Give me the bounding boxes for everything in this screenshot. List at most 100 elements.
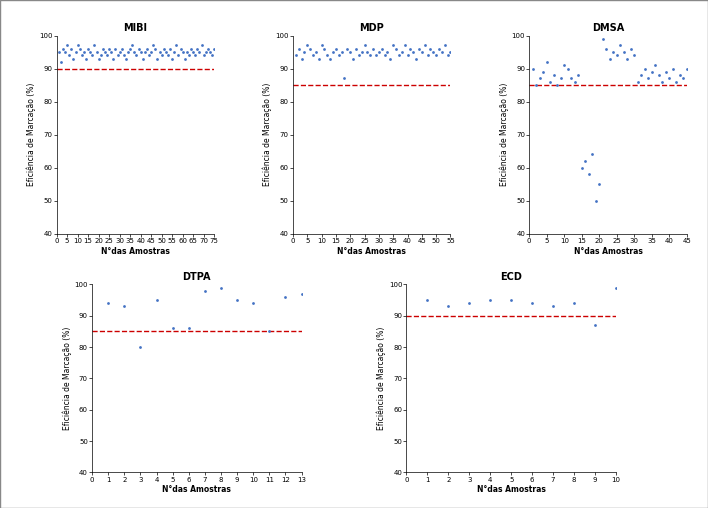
Point bbox=[639, 65, 651, 73]
Point bbox=[199, 287, 210, 295]
Point bbox=[367, 45, 379, 53]
Point bbox=[586, 150, 598, 158]
Point bbox=[171, 42, 182, 50]
Point bbox=[57, 45, 69, 53]
Point bbox=[390, 45, 401, 53]
Point bbox=[405, 45, 416, 53]
Point bbox=[154, 48, 165, 56]
Point bbox=[324, 54, 336, 62]
Point bbox=[135, 343, 146, 351]
Point bbox=[200, 48, 212, 56]
Point bbox=[422, 51, 433, 59]
Title: ECD: ECD bbox=[501, 272, 522, 282]
Point bbox=[667, 65, 678, 73]
X-axis label: N°das Amostras: N°das Amostras bbox=[162, 485, 232, 494]
Point bbox=[362, 48, 373, 56]
Point bbox=[339, 74, 350, 82]
Point bbox=[185, 45, 197, 53]
Point bbox=[93, 54, 104, 62]
Point bbox=[302, 42, 313, 50]
Point bbox=[527, 299, 538, 307]
Point bbox=[263, 328, 275, 336]
Point bbox=[183, 51, 195, 59]
Point bbox=[681, 65, 692, 73]
Point bbox=[350, 45, 362, 53]
Point bbox=[183, 324, 195, 332]
Point bbox=[636, 71, 647, 79]
Point bbox=[600, 45, 612, 53]
Point bbox=[348, 54, 359, 62]
Y-axis label: Eficiência de Marcação (%): Eficiência de Marcação (%) bbox=[499, 83, 509, 186]
Point bbox=[82, 45, 93, 53]
Point bbox=[112, 51, 123, 59]
Point bbox=[576, 164, 588, 172]
Point bbox=[445, 48, 456, 56]
Point bbox=[74, 45, 86, 53]
Point bbox=[430, 51, 442, 59]
Point bbox=[399, 42, 411, 50]
Point bbox=[387, 42, 399, 50]
Point bbox=[179, 54, 190, 62]
Point bbox=[149, 45, 161, 53]
Point bbox=[359, 42, 370, 50]
Point bbox=[151, 296, 162, 304]
Point bbox=[365, 51, 376, 59]
Point bbox=[541, 58, 552, 66]
Point bbox=[296, 290, 307, 298]
Point bbox=[313, 54, 324, 62]
Point bbox=[611, 51, 622, 59]
Point bbox=[670, 78, 682, 86]
Point bbox=[194, 48, 205, 56]
Point bbox=[333, 51, 344, 59]
Point bbox=[158, 45, 169, 53]
Point bbox=[103, 45, 115, 53]
Point bbox=[436, 48, 447, 56]
Point bbox=[110, 45, 121, 53]
Point bbox=[345, 48, 356, 56]
Point bbox=[81, 54, 92, 62]
Point bbox=[330, 45, 341, 53]
Point bbox=[559, 61, 570, 69]
Point bbox=[167, 324, 178, 332]
Point bbox=[484, 296, 496, 304]
Point bbox=[660, 68, 671, 76]
Point bbox=[382, 48, 393, 56]
Point bbox=[607, 48, 619, 56]
Point bbox=[316, 42, 327, 50]
Point bbox=[566, 74, 577, 82]
Point bbox=[91, 48, 102, 56]
Point bbox=[544, 78, 556, 86]
Point bbox=[555, 74, 566, 82]
Point bbox=[66, 45, 77, 53]
Point bbox=[643, 74, 654, 82]
Point bbox=[162, 51, 173, 59]
Point bbox=[373, 48, 384, 56]
Point bbox=[105, 48, 117, 56]
Point bbox=[384, 54, 396, 62]
Point bbox=[120, 54, 132, 62]
Point bbox=[290, 51, 302, 59]
Point bbox=[439, 42, 450, 50]
Point bbox=[208, 45, 219, 53]
Point bbox=[131, 51, 142, 59]
Point bbox=[552, 81, 563, 89]
Y-axis label: Eficiência de Marcação (%): Eficiência de Marcação (%) bbox=[377, 327, 386, 430]
Point bbox=[663, 74, 675, 82]
Point bbox=[175, 45, 186, 53]
Point bbox=[304, 45, 316, 53]
Point bbox=[144, 51, 155, 59]
Point bbox=[416, 48, 428, 56]
Point bbox=[442, 51, 453, 59]
Point bbox=[296, 54, 307, 62]
Point bbox=[321, 51, 333, 59]
Title: MIBI: MIBI bbox=[123, 23, 147, 34]
Point bbox=[156, 51, 167, 59]
Y-axis label: Eficiência de Marcação (%): Eficiência de Marcação (%) bbox=[27, 83, 36, 186]
Point bbox=[70, 48, 81, 56]
Point bbox=[166, 54, 178, 62]
Point bbox=[169, 48, 180, 56]
Point bbox=[597, 35, 608, 43]
Point bbox=[68, 54, 79, 62]
Point bbox=[618, 48, 629, 56]
Point bbox=[55, 58, 67, 66]
